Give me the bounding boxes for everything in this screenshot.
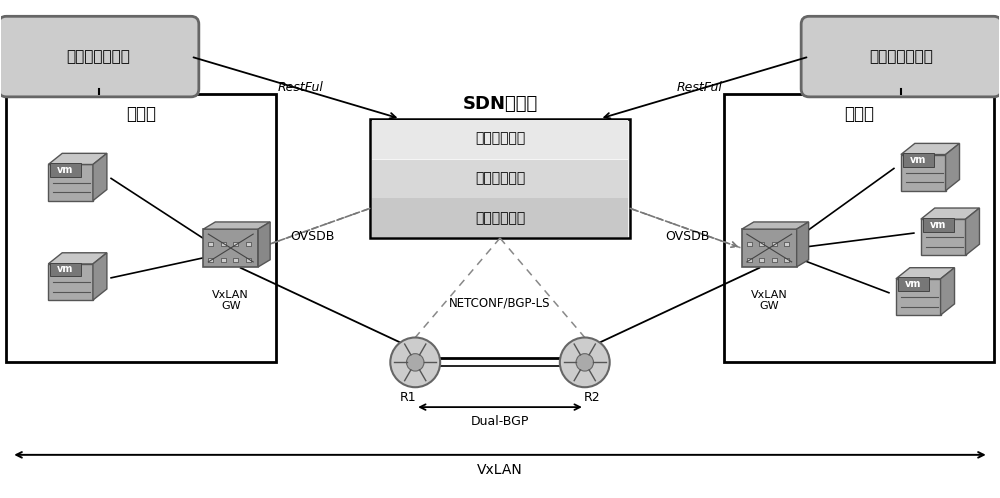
Text: vm: vm (904, 279, 921, 289)
Polygon shape (203, 222, 270, 229)
Polygon shape (896, 268, 955, 279)
Bar (233, 258, 238, 262)
Polygon shape (901, 143, 960, 154)
Text: vm: vm (57, 165, 73, 175)
FancyBboxPatch shape (0, 16, 199, 97)
Polygon shape (966, 208, 979, 255)
Text: 其他核心模块: 其他核心模块 (475, 211, 525, 225)
Bar (246, 242, 251, 246)
Polygon shape (941, 268, 955, 315)
Text: VxLAN: VxLAN (477, 463, 523, 477)
Bar (759, 258, 764, 262)
Bar (372, 198, 628, 237)
Text: NETCONF/BGP-LS: NETCONF/BGP-LS (449, 296, 551, 309)
Bar (901, 154, 946, 191)
Bar (784, 242, 789, 246)
Text: 公有云管理平台: 公有云管理平台 (869, 49, 933, 64)
FancyBboxPatch shape (801, 16, 1000, 97)
Bar (896, 279, 941, 315)
Text: vm: vm (929, 220, 946, 230)
Bar (221, 258, 226, 262)
Text: 协议适配模块: 协议适配模块 (475, 171, 525, 185)
Bar (50, 262, 81, 276)
Bar (724, 94, 994, 363)
Text: Dual-BGP: Dual-BGP (471, 415, 529, 428)
Bar (898, 277, 929, 291)
Bar (372, 120, 628, 158)
Text: R1: R1 (400, 390, 417, 404)
Bar (50, 163, 81, 177)
Circle shape (576, 354, 593, 371)
Polygon shape (93, 153, 107, 201)
Text: VxLAN
GW: VxLAN GW (751, 290, 788, 311)
Text: R2: R2 (583, 390, 600, 404)
Bar (48, 164, 93, 201)
Text: OVSDB: OVSDB (665, 230, 709, 243)
Bar (203, 229, 258, 267)
Circle shape (390, 338, 440, 387)
Text: SDN控制器: SDN控制器 (462, 95, 538, 113)
Bar (772, 258, 777, 262)
Polygon shape (742, 222, 809, 229)
Circle shape (560, 338, 610, 387)
Bar (903, 153, 934, 167)
Polygon shape (48, 153, 107, 164)
Text: vm: vm (909, 155, 926, 165)
Polygon shape (797, 222, 809, 267)
Bar (221, 242, 226, 246)
Circle shape (407, 354, 424, 371)
Text: 北向接口模块: 北向接口模块 (475, 131, 525, 145)
Bar (208, 242, 213, 246)
Text: VxLAN
GW: VxLAN GW (212, 290, 249, 311)
Text: 私有云: 私有云 (126, 105, 156, 123)
Bar (747, 258, 752, 262)
Bar (6, 94, 276, 363)
Bar (742, 229, 797, 267)
Bar (923, 218, 954, 232)
Text: 公有云: 公有云 (844, 105, 874, 123)
Text: 私有云管理平台: 私有云管理平台 (67, 49, 131, 64)
Text: vm: vm (57, 264, 73, 274)
Bar (233, 242, 238, 246)
Bar (48, 264, 93, 300)
Bar (759, 242, 764, 246)
Polygon shape (946, 143, 960, 191)
Polygon shape (48, 253, 107, 264)
Bar (372, 159, 628, 198)
Polygon shape (258, 222, 270, 267)
Bar (370, 119, 630, 238)
Polygon shape (93, 253, 107, 300)
Bar (208, 258, 213, 262)
Bar (772, 242, 777, 246)
Bar (921, 219, 966, 255)
Bar (784, 258, 789, 262)
Polygon shape (921, 208, 979, 219)
Text: RestFul: RestFul (278, 81, 323, 94)
Text: RestFul: RestFul (677, 81, 722, 94)
Bar (246, 258, 251, 262)
Text: OVSDB: OVSDB (291, 230, 335, 243)
Bar (747, 242, 752, 246)
